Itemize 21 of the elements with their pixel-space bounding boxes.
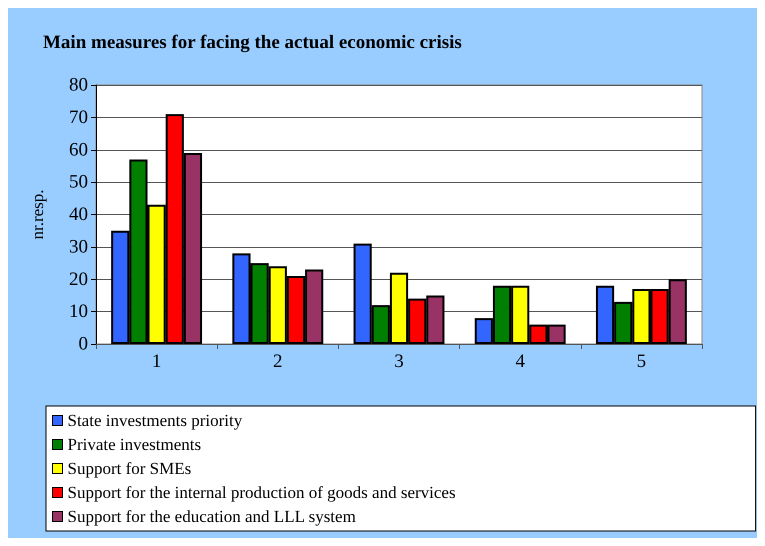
y-tick-label: 0: [78, 334, 88, 354]
y-tick-label: 10: [69, 301, 88, 322]
x-tick-label: 1: [152, 351, 162, 372]
y-tick-label: 60: [69, 139, 88, 160]
x-tick-label: 2: [273, 351, 283, 372]
x-tick-label: 5: [636, 351, 646, 372]
legend-label: State investments priority: [68, 411, 243, 430]
y-tick-label: 40: [69, 204, 88, 225]
x-tick-label: 4: [515, 351, 526, 372]
chart-title: Main measures for facing the actual economic crisis: [43, 32, 462, 53]
y-axis-title: nr.resp.: [28, 189, 47, 240]
y-tick-label: 20: [69, 268, 88, 290]
y-tick-label: 50: [69, 172, 88, 193]
legend-label: Support for the education and LLL system: [68, 507, 356, 526]
legend-label: Support for the internal production of goods and services: [68, 483, 456, 502]
legend-label: Support for SMEs: [68, 459, 192, 478]
x-tick-label: 3: [394, 351, 404, 372]
legend-label: Private investments: [68, 435, 202, 454]
y-tick-label: 80: [69, 74, 88, 96]
y-tick-label: 30: [69, 236, 88, 258]
y-tick-label: 70: [69, 106, 88, 128]
